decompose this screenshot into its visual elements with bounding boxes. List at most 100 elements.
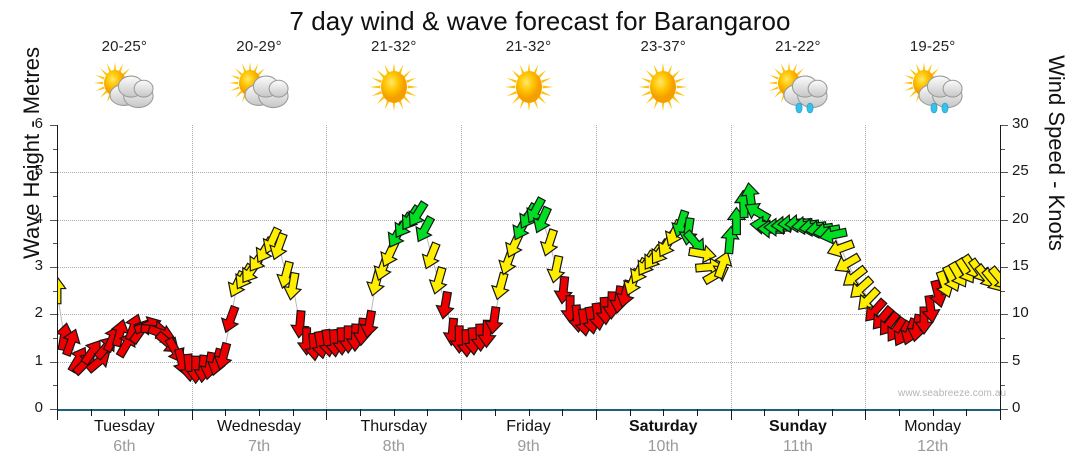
day-header-wednesday: 20-29° xyxy=(192,36,327,120)
day-name-label: Friday xyxy=(506,418,551,435)
day-name-label: Tuesday xyxy=(93,418,155,435)
y-axis-tick xyxy=(50,172,57,174)
x-axis-tick xyxy=(292,409,294,416)
day-temperature-range: 21-22° xyxy=(775,38,821,55)
y-axis-minor-tick xyxy=(53,385,57,387)
x-axis-tick xyxy=(326,409,328,420)
x-axis-tick xyxy=(57,409,58,420)
wind-arrow xyxy=(921,294,941,324)
day-temperature-range: 20-29° xyxy=(236,38,282,55)
x-axis-tick xyxy=(427,409,429,416)
day-header-tuesday: 20-25° xyxy=(57,36,192,120)
y-axis-minor-tick xyxy=(53,148,57,150)
x-axis-tick xyxy=(562,409,564,416)
y-axis-minor-tick xyxy=(53,290,57,292)
day-date-label: 6th xyxy=(113,438,136,455)
y-axis-tick xyxy=(1001,314,1008,316)
wind-arrow xyxy=(744,202,772,223)
left-axis-tick-label: 5 xyxy=(34,162,43,180)
day-temperature-range: 23-37° xyxy=(640,38,687,55)
y-axis-minor-tick xyxy=(1001,196,1005,197)
day-footer-sunday: Sunday 11th xyxy=(731,418,866,473)
y-axis-tick xyxy=(1001,125,1008,126)
x-axis-tick xyxy=(595,409,597,420)
day-separator-gridline xyxy=(730,125,732,410)
y-axis-minor-tick xyxy=(1001,385,1005,387)
day-temperature-range: 19-25° xyxy=(909,38,956,55)
sun-behind-cloud-icon xyxy=(88,59,160,117)
x-axis-tick xyxy=(528,409,530,416)
x-axis-tick xyxy=(225,409,227,416)
sun-icon xyxy=(493,59,565,117)
wind-arrow xyxy=(269,231,288,261)
y-axis-tick xyxy=(1001,361,1008,363)
wind-arrow xyxy=(834,252,862,273)
sun-icon xyxy=(358,59,430,117)
left-axis-tick-label: 0 xyxy=(34,399,43,416)
day-date-label: 10th xyxy=(647,438,679,455)
right-axis-tick-label: 30 xyxy=(1012,115,1029,132)
x-axis-tick xyxy=(360,409,362,416)
wind-arrow xyxy=(435,290,455,320)
y-axis-minor-tick xyxy=(53,338,57,339)
wind-arrow xyxy=(484,305,504,335)
sun-icon xyxy=(627,59,699,117)
right-axis-tick-label: 0 xyxy=(1012,399,1021,416)
wind-arrow xyxy=(220,304,240,334)
x-axis-tick xyxy=(797,409,799,416)
y-axis-tick xyxy=(1001,219,1008,221)
day-separator-gridline xyxy=(461,125,463,410)
x-axis-tick xyxy=(764,409,766,416)
horizontal-gridline xyxy=(57,314,1001,316)
wind-arrow xyxy=(428,266,448,295)
day-footer-wednesday: Wednesday 7th xyxy=(192,418,327,473)
day-footer-monday: Monday 12th xyxy=(865,418,1000,473)
x-axis-tick xyxy=(90,409,92,416)
wind-arrow xyxy=(62,328,81,357)
y-axis-minor-tick xyxy=(53,243,57,245)
x-axis-tick xyxy=(1000,409,1001,420)
left-axis-tick-label: 6 xyxy=(34,115,43,132)
day-name-label: Sunday xyxy=(769,418,827,435)
day-temperature-range: 21-32° xyxy=(505,38,552,55)
plot-area xyxy=(57,125,1000,409)
y-axis-tick xyxy=(1001,409,1008,410)
x-axis-tick xyxy=(393,409,395,416)
watermark: www.seabreeze.com.au xyxy=(898,388,1007,399)
x-axis-tick xyxy=(898,409,900,416)
day-separator-gridline xyxy=(326,125,328,410)
wind-arrow xyxy=(415,215,436,243)
wind-arrow xyxy=(546,254,566,284)
wind-arrow xyxy=(842,264,869,286)
y-axis-tick xyxy=(1001,267,1008,268)
right-axis-tick-label: 10 xyxy=(1012,304,1029,322)
y-axis-tick xyxy=(50,314,57,316)
day-separator-gridline xyxy=(191,125,193,410)
y-axis-tick xyxy=(50,125,57,126)
day-header-monday: 19-25° xyxy=(865,36,1000,120)
x-axis-tick xyxy=(158,409,160,416)
wind-arrow xyxy=(213,341,233,371)
right-axis-tick-label: 20 xyxy=(1012,209,1029,227)
x-axis-tick xyxy=(461,409,463,420)
day-header-thursday: 21-32° xyxy=(326,36,461,120)
wind-arrow xyxy=(539,228,559,257)
right-axis-tick-label: 25 xyxy=(1012,162,1029,180)
wind-arrow xyxy=(421,241,441,270)
day-header-friday: 21-32° xyxy=(461,36,596,120)
x-axis-tick xyxy=(259,409,261,416)
day-temperature-range: 21-32° xyxy=(371,38,417,55)
day-date-label: 8th xyxy=(382,438,405,455)
day-temperature-range: 20-25° xyxy=(101,38,148,55)
day-footer-thursday: Thursday 8th xyxy=(326,418,461,473)
day-header-saturday: 23-37° xyxy=(596,36,731,120)
y-axis-tick xyxy=(50,409,57,410)
x-axis-tick xyxy=(663,409,665,416)
left-axis-tick-label: 4 xyxy=(34,209,43,227)
horizontal-gridline xyxy=(57,361,1001,363)
day-name-label: Wednesday xyxy=(216,418,302,435)
day-name-label: Thursday xyxy=(360,418,428,435)
wind-arrow xyxy=(858,286,882,311)
day-footer-friday: Friday 9th xyxy=(461,418,596,473)
